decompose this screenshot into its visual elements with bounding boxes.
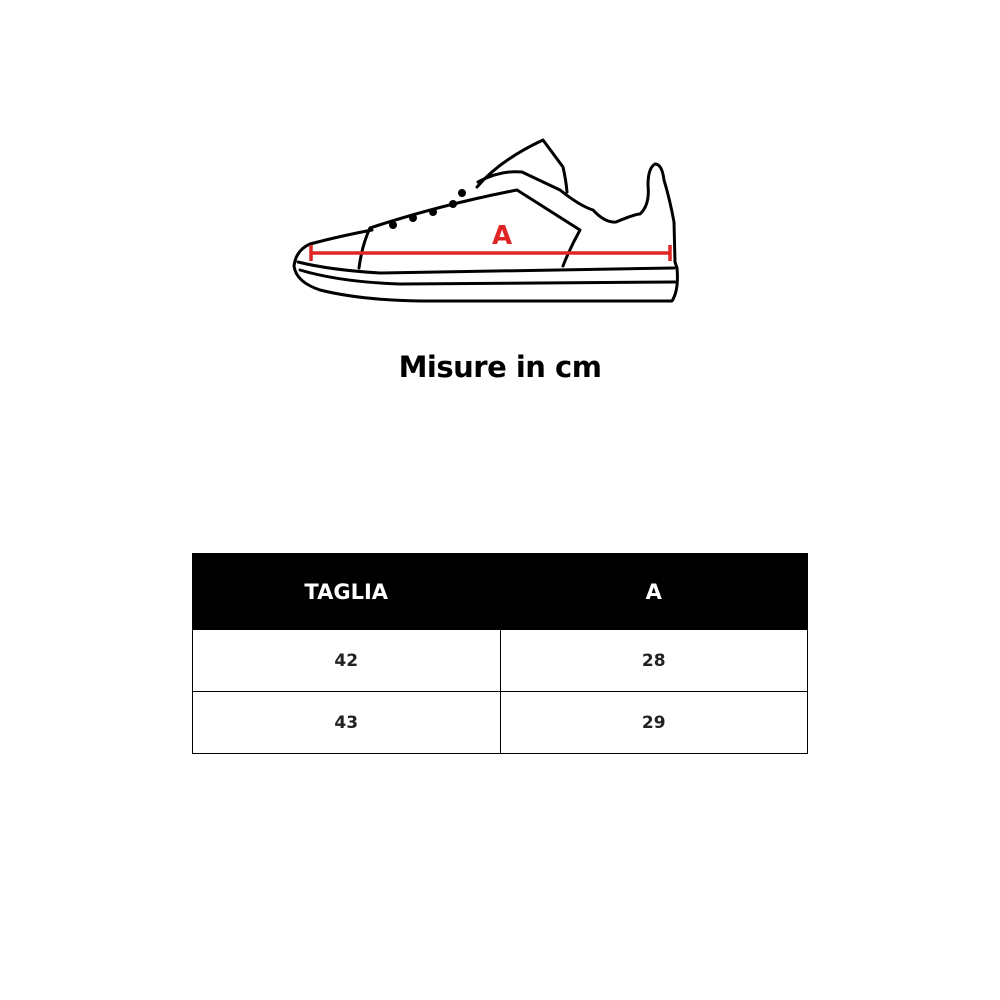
size-table: TAGLIA A 42 28 43 29 — [192, 553, 808, 754]
cell-size: 43 — [192, 691, 501, 754]
measure-line-a — [309, 245, 672, 261]
cell-length: 28 — [499, 629, 808, 692]
table-row: 42 28 — [192, 629, 808, 692]
header-taglia: TAGLIA — [192, 553, 501, 630]
eyestay — [368, 188, 582, 268]
sneaker-illustration: A — [292, 138, 679, 303]
lace-dots — [389, 189, 466, 229]
tongue — [475, 138, 569, 194]
table-header-row: TAGLIA A — [192, 553, 808, 630]
measure-label-a: A — [492, 221, 512, 251]
page-title: Misure in cm — [398, 350, 602, 384]
vamp-line — [357, 226, 372, 270]
sole-mid-line — [298, 268, 677, 286]
header-a: A — [499, 553, 808, 630]
toe-cap — [308, 228, 374, 246]
collar — [476, 162, 677, 264]
cell-length: 29 — [499, 691, 808, 754]
cell-size: 42 — [192, 629, 501, 692]
table-row: 43 29 — [192, 691, 808, 754]
sole-top-line — [296, 260, 676, 275]
sole-outline — [292, 242, 679, 303]
